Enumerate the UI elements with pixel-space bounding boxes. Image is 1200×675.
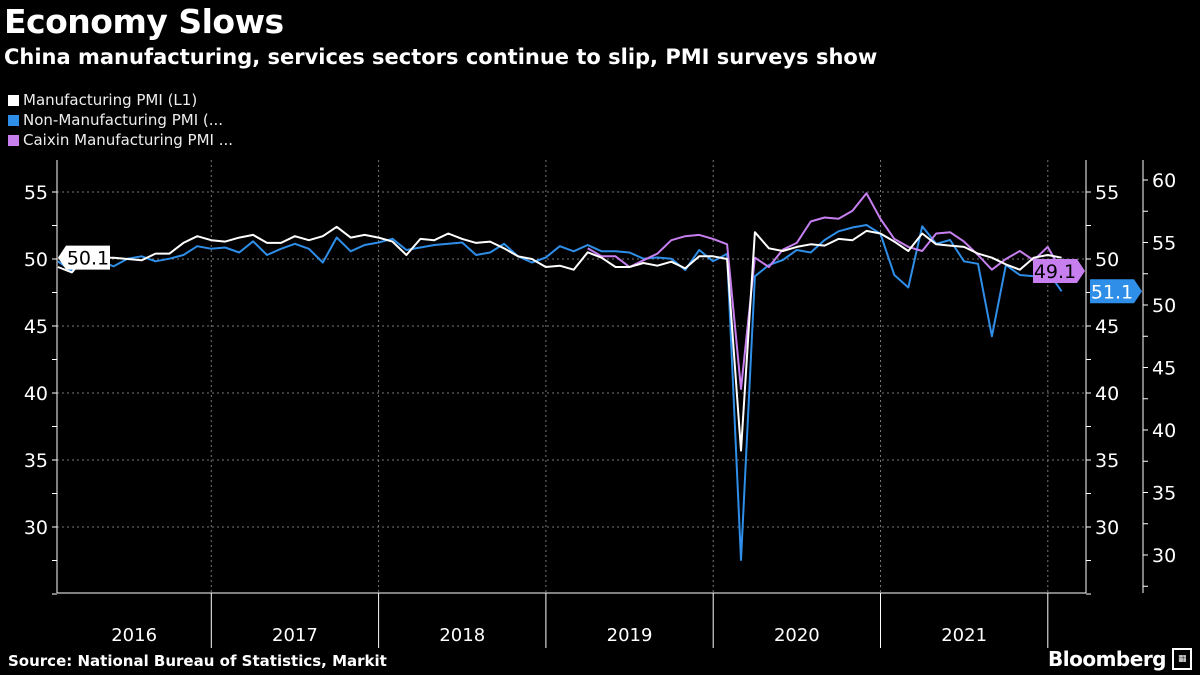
right-outer-tick-label: 30	[1152, 545, 1176, 567]
chart-title: Economy Slows	[4, 2, 284, 41]
last-value-label-caixin-bg	[1033, 259, 1085, 284]
legend-item-caixin: Caixin Manufacturing PMI ...	[8, 131, 233, 149]
last-value-label-caixin: 49.1	[1033, 259, 1085, 284]
legend-swatch-white	[8, 94, 19, 106]
last-value-label-manufacturing-text: 50.1	[67, 248, 109, 270]
right-outer-tick-label: 55	[1152, 233, 1176, 255]
right-outer-tick-label: 35	[1152, 483, 1176, 505]
x-tick-label: 2017	[272, 625, 318, 646]
right-inner-tick-label: 55	[1095, 182, 1119, 204]
right-outer-tick-label: 50	[1152, 295, 1176, 317]
left-tick-label: 55	[24, 182, 48, 204]
x-tick-label: 2020	[774, 625, 820, 646]
x-tick-label: 2016	[111, 625, 157, 646]
last-value-label-non-manufacturing-bg	[1090, 279, 1142, 304]
legend-item-manufacturing: Manufacturing PMI (L1)	[8, 91, 197, 109]
left-tick-label: 45	[24, 316, 48, 338]
legend-label: Caixin Manufacturing PMI ...	[23, 131, 234, 149]
series-line-2	[587, 192, 1063, 390]
legend-label: Non-Manufacturing PMI (...	[23, 111, 224, 129]
last-value-label-caixin-text: 49.1	[1034, 261, 1076, 283]
last-value-label-manufacturing-bg	[58, 245, 110, 270]
x-tick-label: 2018	[439, 625, 485, 646]
legend-swatch-purple	[8, 134, 19, 146]
logo-mark-icon: ▦	[1172, 648, 1192, 670]
right-outer-tick-label: 45	[1152, 358, 1176, 380]
right-inner-tick-label: 30	[1095, 517, 1119, 539]
left-tick-label: 40	[24, 383, 48, 405]
last-value-label-non-manufacturing: 51.1	[1090, 279, 1142, 304]
legend-item-non-manufacturing: Non-Manufacturing PMI (...	[8, 111, 223, 129]
right-inner-tick-label: 45	[1095, 316, 1119, 338]
right-inner-tick-label: 35	[1095, 450, 1119, 472]
last-value-label-manufacturing: 50.1	[58, 245, 110, 270]
left-tick-label: 30	[24, 517, 48, 539]
series-line-1	[57, 224, 1063, 561]
right-inner-tick-label: 40	[1095, 383, 1119, 405]
series-line-0	[57, 225, 1062, 452]
right-inner-tick-label: 50	[1095, 249, 1119, 271]
chart-subtitle: China manufacturing, services sectors co…	[4, 45, 878, 69]
left-tick-label: 50	[24, 249, 48, 271]
right-outer-tick-label: 40	[1152, 420, 1176, 442]
bloomberg-logo: Bloomberg ▦	[1048, 647, 1192, 671]
last-value-label-non-manufacturing-text: 51.1	[1091, 281, 1133, 303]
x-tick-label: 2021	[941, 625, 987, 646]
legend-swatch-blue	[8, 114, 19, 126]
source-note: Source: National Bureau of Statistics, M…	[8, 652, 387, 670]
left-tick-label: 35	[24, 450, 48, 472]
legend-label: Manufacturing PMI (L1)	[23, 91, 198, 109]
x-tick-label: 2019	[607, 625, 653, 646]
logo-text: Bloomberg	[1048, 647, 1166, 671]
right-outer-tick-label: 60	[1152, 170, 1176, 192]
